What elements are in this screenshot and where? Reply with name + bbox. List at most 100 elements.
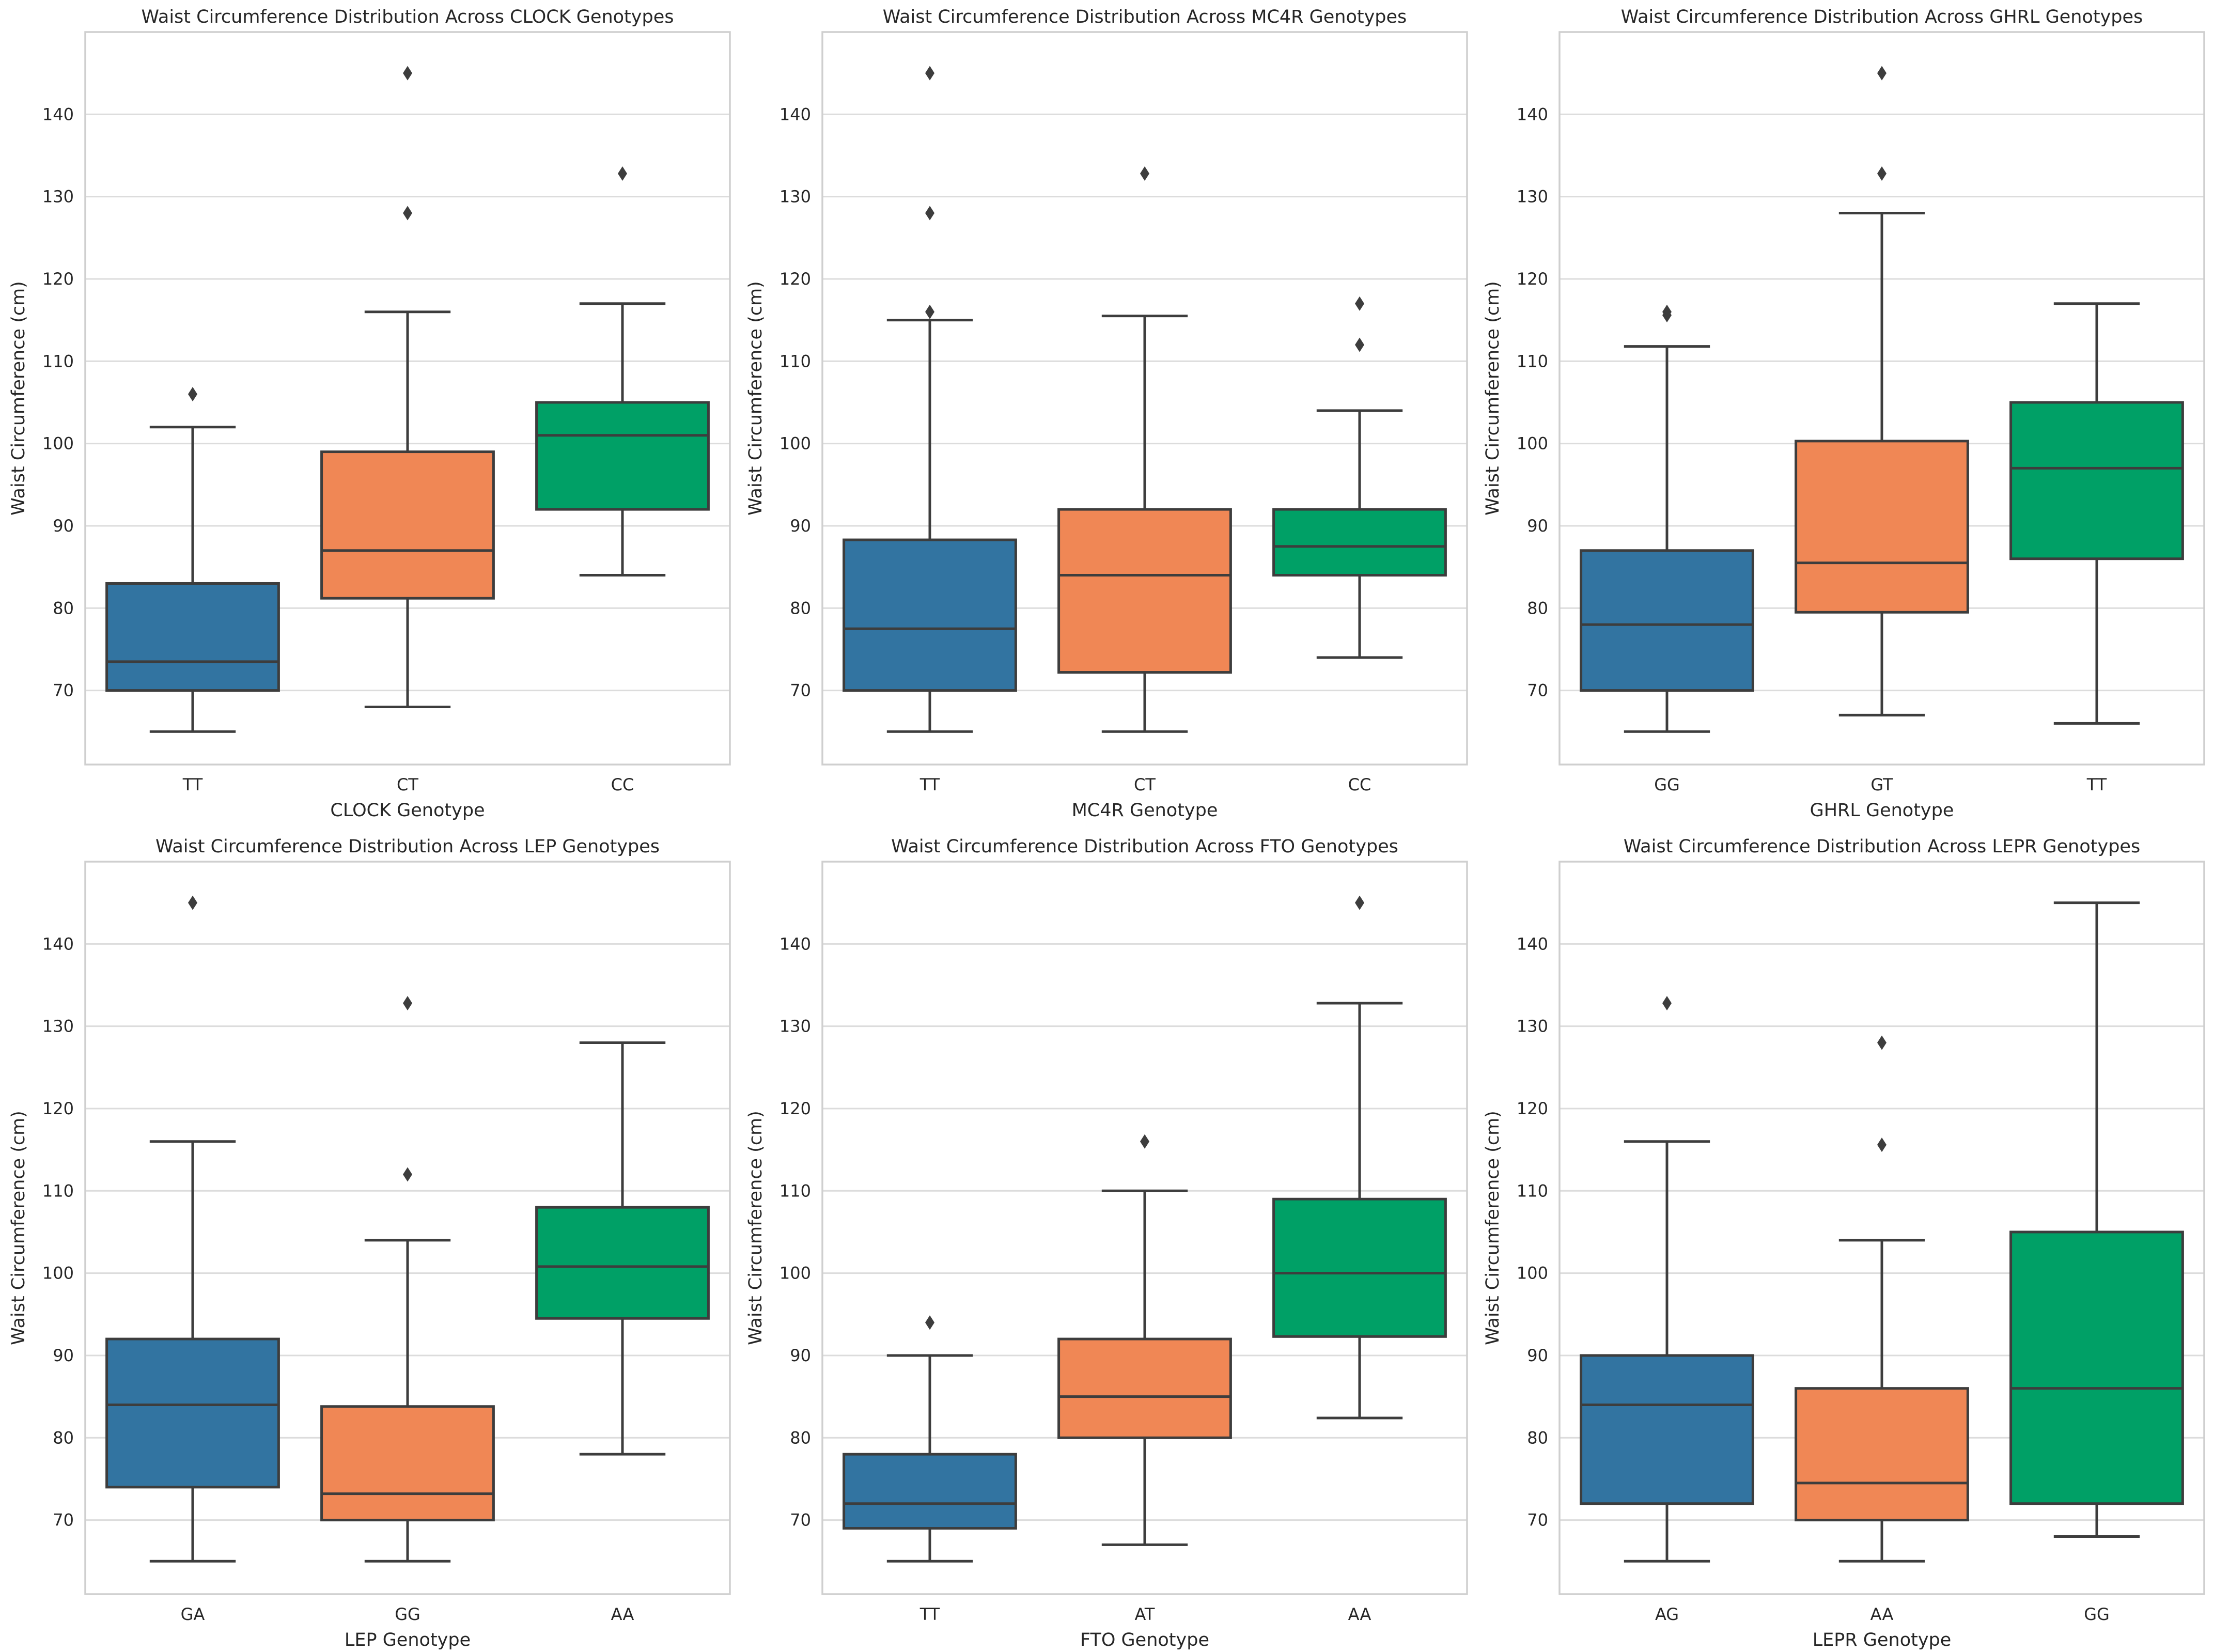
y-tick-label: 100: [42, 1264, 74, 1283]
x-tick-label: GA: [181, 1604, 205, 1624]
chart-panel-5: 70 80 90 100 110 120 130 140 TT AT AA Waist Circumf…: [745, 836, 1468, 1650]
y-tick-label: 70: [53, 1510, 74, 1530]
y-tick-label: 120: [42, 269, 74, 289]
outlier-marker: [1877, 66, 1886, 81]
box-cc: [535, 166, 710, 577]
outlier-marker: [403, 996, 412, 1011]
iqr-box: [1795, 440, 1969, 614]
iqr-box: [320, 450, 495, 600]
iqr-box: [105, 1337, 280, 1489]
x-tick-label: GG: [2084, 1604, 2110, 1624]
iqr-box: [1272, 508, 1447, 577]
box-gt: [1795, 66, 1969, 716]
y-tick-label: 120: [42, 1099, 74, 1118]
y-tick-label: 80: [1527, 598, 1548, 618]
outlier-marker: [1355, 337, 1364, 352]
iqr-box: [1795, 1387, 1969, 1522]
iqr-box: [843, 1453, 1017, 1530]
plot-frame: [821, 861, 1468, 1595]
y-axis-label: Waist Circumference (cm): [1483, 281, 1503, 516]
y-tick-label: 70: [53, 681, 74, 700]
outlier-marker: [188, 387, 197, 402]
outlier-marker: [1877, 166, 1886, 181]
plot-frame: [84, 861, 731, 1595]
panel-title: Waist Circumference Distribution Across …: [155, 836, 660, 857]
box-tt: [843, 66, 1017, 733]
y-axis-label: Waist Circumference (cm): [1483, 1111, 1503, 1345]
y-axis-label: Waist Circumference (cm): [745, 281, 766, 516]
outlier-marker: [1662, 996, 1672, 1011]
box-at: [1057, 1134, 1232, 1546]
x-tick-label: AG: [1655, 1604, 1679, 1624]
iqr-box: [320, 1405, 495, 1522]
box-ag: [1580, 996, 1754, 1563]
outlier-marker: [1355, 895, 1364, 910]
iqr-box: [843, 538, 1017, 692]
y-tick-label: 70: [790, 1510, 811, 1530]
x-axis-label: CLOCK Genotype: [330, 800, 485, 821]
panel-title: Waist Circumference Distribution Across …: [891, 836, 1398, 857]
x-axis-label: LEP Genotype: [345, 1630, 471, 1650]
box-gg: [2009, 901, 2184, 1538]
iqr-box: [1057, 1337, 1232, 1439]
x-tick-label: AA: [1348, 1604, 1371, 1624]
y-tick-label: 140: [42, 104, 74, 124]
outlier-marker: [403, 1167, 412, 1182]
plot-frame: [821, 31, 1468, 766]
iqr-box: [535, 401, 710, 511]
outlier-marker: [1662, 304, 1672, 319]
y-tick-label: 130: [1517, 187, 1548, 207]
y-tick-label: 80: [53, 1428, 74, 1447]
y-tick-label: 90: [790, 516, 811, 536]
y-tick-label: 80: [790, 1428, 811, 1447]
y-tick-label: 100: [1517, 434, 1548, 454]
box-tt: [105, 387, 280, 733]
chart-panel-6: 70 80 90 100 110 120 130 140 AG AA GG Waist Circumf…: [1483, 836, 2205, 1650]
outlier-marker: [925, 66, 934, 81]
y-tick-label: 90: [1527, 516, 1548, 536]
y-tick-label: 110: [779, 351, 811, 371]
y-tick-label: 140: [1517, 104, 1548, 124]
y-tick-label: 110: [1517, 351, 1548, 371]
x-tick-label: CT: [1134, 775, 1156, 794]
y-axis-label: Waist Circumference (cm): [8, 1111, 29, 1345]
y-tick-label: 120: [1517, 269, 1548, 289]
outlier-marker: [1140, 1134, 1149, 1149]
iqr-box: [1057, 508, 1232, 674]
box-gg: [1580, 304, 1754, 733]
x-axis-label: MC4R Genotype: [1072, 800, 1218, 821]
chart-panel-2: 70 80 90 100 110 120 130 140 TT CT CC Waist Circumf…: [745, 7, 1468, 821]
panel-title: Waist Circumference Distribution Across …: [142, 7, 674, 27]
iqr-box: [1272, 1197, 1447, 1338]
y-tick-label: 70: [790, 681, 811, 700]
outlier-marker: [618, 166, 627, 181]
y-axis-label: Waist Circumference (cm): [745, 1111, 766, 1345]
box-tt: [2009, 302, 2184, 725]
box-aa: [535, 1041, 710, 1456]
iqr-box: [1580, 1354, 1754, 1505]
box-cc: [1272, 296, 1447, 659]
x-axis-label: GHRL Genotype: [1810, 800, 1954, 821]
iqr-box: [2009, 1230, 2184, 1505]
chart-panel-3: 70 80 90 100 110 120 130 140 GG GT TT Waist Circumf…: [1483, 7, 2205, 821]
y-tick-label: 80: [1527, 1428, 1548, 1447]
chart-panel-1: 70 80 90 100 110 120 130 140 TT CT CC Waist Circumf…: [8, 7, 731, 821]
iqr-box: [105, 582, 280, 692]
y-tick-label: 100: [1517, 1264, 1548, 1283]
outlier-marker: [925, 304, 934, 319]
y-tick-label: 120: [1517, 1099, 1548, 1118]
x-tick-label: CC: [1348, 775, 1371, 794]
x-axis-label: LEPR Genotype: [1813, 1630, 1952, 1650]
box-aa: [1272, 895, 1447, 1420]
box-ct: [320, 66, 495, 708]
y-tick-label: 90: [1527, 1346, 1548, 1365]
x-tick-label: CT: [397, 775, 418, 794]
x-tick-label: AA: [1870, 1604, 1894, 1624]
y-tick-label: 130: [779, 187, 811, 207]
y-tick-label: 110: [42, 351, 74, 371]
y-tick-label: 140: [1517, 934, 1548, 954]
chart-panel-4: 70 80 90 100 110 120 130 140 GA GG AA Waist Circumf…: [8, 836, 731, 1650]
x-tick-label: GG: [395, 1604, 420, 1624]
y-tick-label: 80: [53, 598, 74, 618]
